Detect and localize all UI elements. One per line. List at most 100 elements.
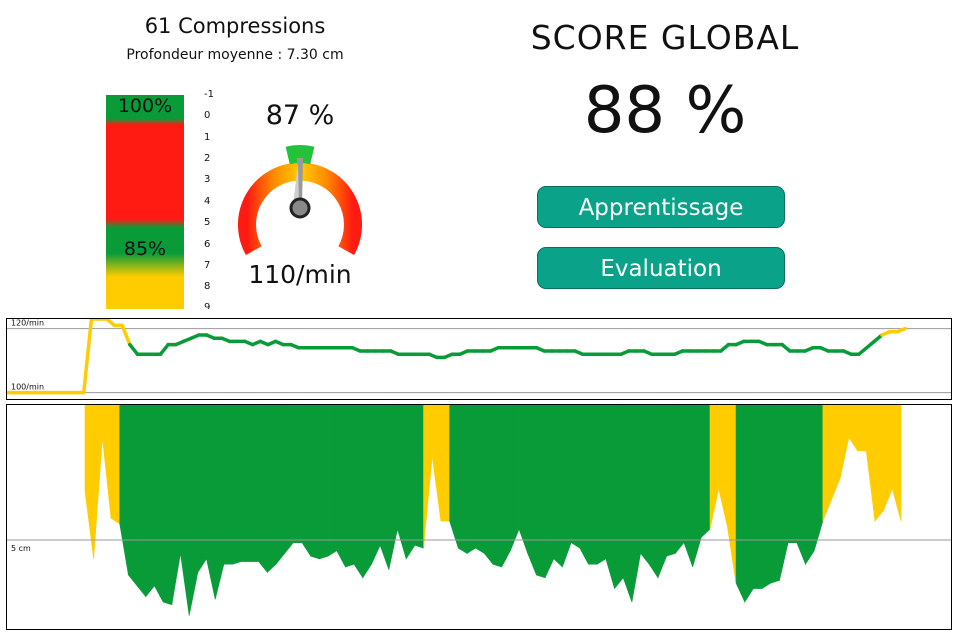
depth-area-segment (431, 405, 442, 522)
depth-area-segment (701, 405, 711, 538)
depth-area-segment (423, 405, 433, 549)
depth-area-segment (848, 405, 858, 452)
depth-area-segment (492, 405, 502, 568)
rate-segment (120, 323, 132, 347)
depth-area-segment (666, 405, 676, 557)
depth-tick: -1 (204, 89, 214, 100)
depth-area-segment (865, 405, 876, 522)
depth-bar-bottom-label: 85% (123, 238, 167, 260)
depth-area-segment (414, 405, 424, 549)
depth-area-segment (727, 405, 737, 584)
depth-area-segment (310, 405, 320, 560)
depth-area-segment (327, 405, 338, 557)
score-title: SCORE GLOBAL (530, 18, 800, 57)
rate-chart: 120/min 100/min (6, 318, 952, 400)
depth-area-segment (171, 405, 181, 605)
rate-segment (158, 342, 170, 356)
depth-tick: 2 (204, 153, 211, 164)
depth-area-segment (240, 405, 251, 562)
depth-axis-label: 5 cm (11, 544, 31, 553)
depth-area-segment (883, 405, 893, 511)
depth-tick: 1 (204, 132, 211, 143)
depth-area-segment (570, 405, 581, 549)
depth-tick: 9 (204, 302, 211, 309)
rate-axis-label: 100/min (11, 383, 44, 392)
depth-area-segment (180, 405, 190, 616)
depth-area-segment (301, 405, 312, 558)
depth-area-segment (874, 405, 884, 522)
average-depth: Profondeur moyenne : 7.30 cm (126, 47, 344, 63)
depth-tick: 7 (204, 260, 211, 271)
depth-area-segment (553, 405, 563, 568)
depth-area-segment (136, 405, 147, 598)
rate-segment (82, 319, 94, 395)
rate-gauge (238, 145, 362, 255)
depth-area-segment (405, 405, 416, 560)
depth-area-segment (258, 405, 268, 574)
depth-area-segment (735, 405, 746, 603)
depth-area-segment (319, 405, 329, 560)
depth-area-segment (614, 405, 624, 590)
depth-area-segment (388, 405, 398, 570)
depth-area-segment (466, 405, 476, 554)
depth-area-segment (692, 405, 702, 568)
depth-area-segment (128, 405, 138, 587)
depth-area-segment (162, 405, 173, 606)
depth-chart: 5 cm (6, 404, 952, 630)
depth-area-segment (683, 405, 693, 568)
depth-tick: 0 (204, 110, 211, 121)
depth-area-segment (510, 405, 520, 551)
depth-area-segment (831, 405, 841, 500)
rate-segment (128, 342, 140, 356)
depth-bar-top-label: 100% (117, 95, 173, 117)
depth-area-segment (657, 405, 667, 578)
depth-area-segment (709, 405, 720, 530)
depth-tick: 8 (204, 281, 211, 292)
depth-area-segment (787, 405, 798, 543)
rate-axis-label: 120/min (11, 319, 44, 328)
depth-area-segment (145, 405, 155, 598)
depth-bar: 100% 85% (106, 95, 184, 309)
depth-area-segment (206, 405, 216, 600)
depth-area-segment (744, 405, 754, 604)
depth-area-segment (648, 405, 659, 579)
depth-tick: 4 (204, 196, 211, 207)
depth-area-segment (839, 405, 850, 478)
depth-area-segment (214, 405, 225, 600)
learning-button[interactable]: Apprentissage (537, 186, 785, 228)
depth-area-segment (457, 405, 468, 554)
depth-area-segment (284, 405, 294, 555)
rate-percent: 87 % (265, 100, 335, 131)
depth-area-segment (857, 405, 867, 452)
gauge-target-zone (285, 145, 315, 165)
depth-area-segment (197, 405, 207, 574)
depth-area-segment (518, 405, 529, 554)
depth-area-segment (475, 405, 485, 554)
depth-area-segment (440, 405, 450, 522)
depth-area-segment (154, 405, 164, 603)
depth-area-segment (362, 405, 372, 579)
evaluation-button[interactable]: Evaluation (537, 247, 785, 289)
depth-area-segment (84, 405, 94, 559)
depth-area-segment (397, 405, 407, 559)
depth-area-segment (631, 405, 641, 603)
depth-area-segment (249, 405, 259, 562)
depth-area-segment (674, 405, 685, 555)
depth-area-segment (761, 405, 772, 590)
depth-area-segment (293, 405, 303, 543)
depth-area-segment (119, 405, 129, 576)
depth-area-segment (110, 405, 121, 525)
depth-area-segment (353, 405, 364, 579)
depth-area-segment (536, 405, 546, 579)
depth-area-segment (562, 405, 572, 568)
depth-area-segment (102, 405, 112, 519)
depth-area-segment (188, 405, 199, 616)
depth-tick: 3 (204, 174, 211, 185)
depth-scale: -1 0 1 2 3 4 5 6 7 8 9 (204, 87, 224, 309)
depth-area-segment (822, 405, 832, 522)
compressions-count: 61 Compressions (144, 14, 326, 38)
depth-area-segment (345, 405, 355, 568)
depth-tick: 5 (204, 217, 211, 228)
depth-area-segment (544, 405, 555, 578)
depth-area-segment (527, 405, 537, 576)
